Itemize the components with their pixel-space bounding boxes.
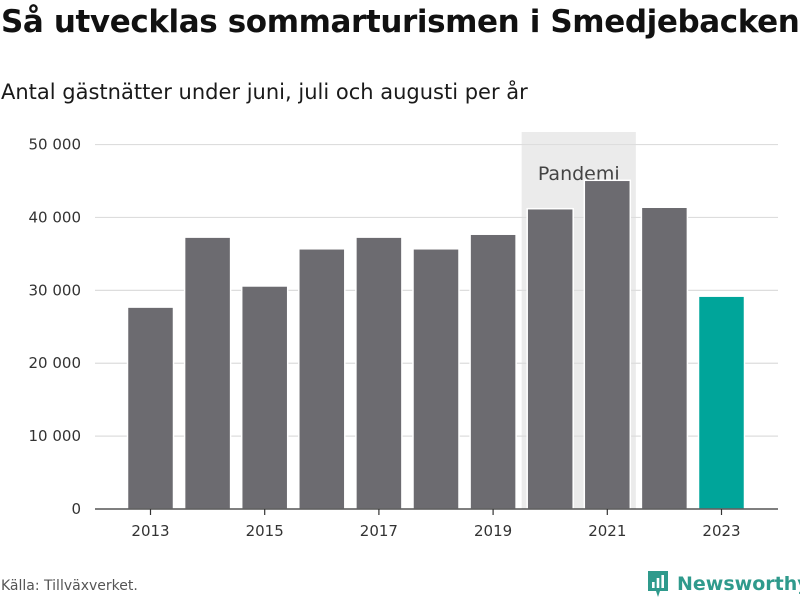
brand-name: Newsworthy xyxy=(677,573,800,595)
chart-subtitle: Antal gästnätter under juni, juli och au… xyxy=(1,80,528,104)
pandemic-band-label: Pandemi xyxy=(538,163,620,185)
y-tick-label: 0 xyxy=(71,500,81,518)
bar xyxy=(412,248,460,510)
bar xyxy=(183,236,232,510)
bar xyxy=(126,306,175,510)
x-tick-label: 2019 xyxy=(474,522,512,540)
newsworthy-logo: Newsworthy xyxy=(646,569,800,599)
bar xyxy=(240,285,289,510)
bar xyxy=(583,179,632,510)
y-tick-label: 20 000 xyxy=(29,354,82,372)
source-note: Källa: Tillväxverket. xyxy=(1,578,138,594)
bar xyxy=(298,248,346,510)
y-tick-label: 50 000 xyxy=(29,136,82,154)
x-tick-label: 2021 xyxy=(588,522,626,540)
bar xyxy=(355,236,403,510)
bar xyxy=(697,295,746,510)
y-tick-label: 40 000 xyxy=(29,208,82,226)
bar-chart-logo-icon xyxy=(648,571,668,597)
tick-label-layer: 0 10 000 20 000 30 000 40 000 50 000 2013 2015 2… xyxy=(29,136,741,540)
bar xyxy=(640,206,689,510)
bar xyxy=(526,207,574,510)
x-tick-label: 2023 xyxy=(702,522,740,540)
y-tick-label: 10 000 xyxy=(29,427,82,445)
x-tick-label: 2015 xyxy=(246,522,284,540)
x-tick-label: 2017 xyxy=(360,522,398,540)
chart-title: Så utvecklas sommarturismen i Smedjeback… xyxy=(1,4,800,40)
x-tick-label: 2013 xyxy=(131,522,169,540)
bar-layer xyxy=(126,179,746,510)
y-tick-label: 30 000 xyxy=(29,281,82,299)
bar xyxy=(469,233,517,510)
axis-layer xyxy=(95,508,778,515)
